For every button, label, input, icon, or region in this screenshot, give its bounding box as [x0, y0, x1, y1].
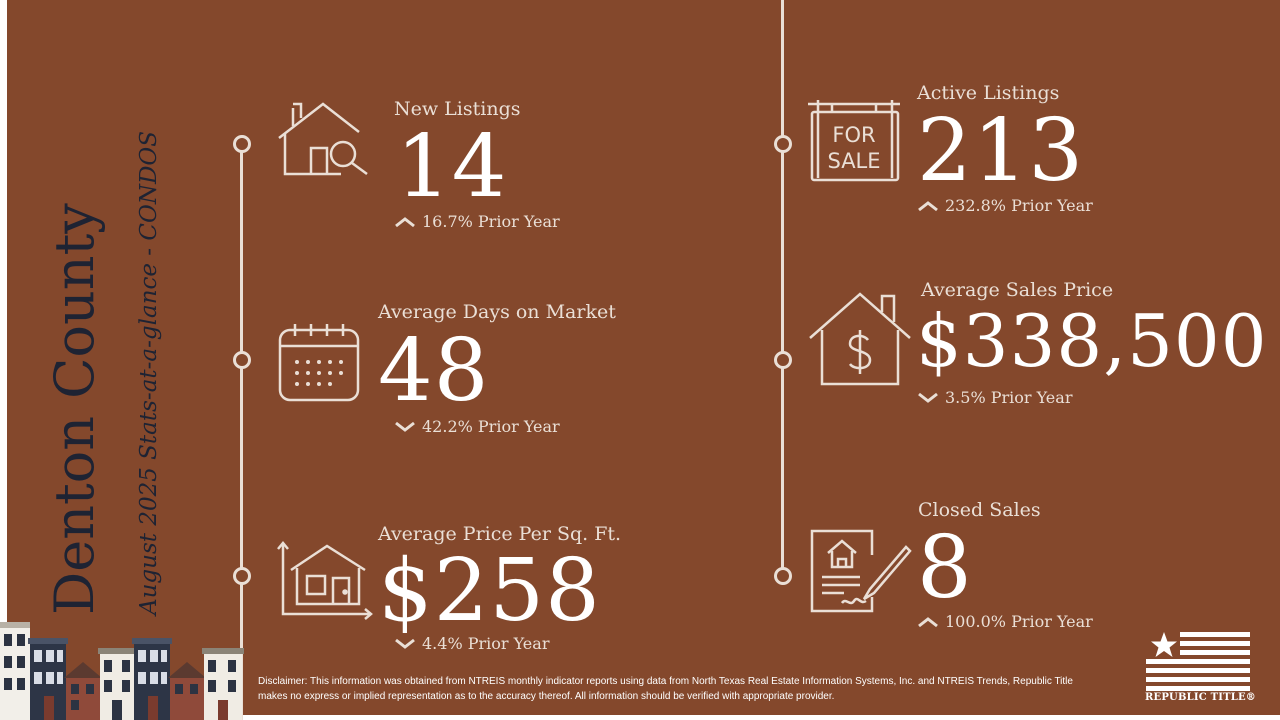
townhouses-illustration: [0, 622, 244, 720]
avg-sales-price-value: $338,500: [916, 299, 1268, 383]
avg-sales-price-change: 3.5% Prior Year: [917, 388, 1072, 407]
left-border: [0, 0, 7, 720]
bottom-border: [0, 715, 1280, 720]
price-sqft-change-text: 4.4% Prior Year: [422, 634, 550, 653]
timeline-dot: [233, 135, 251, 153]
timeline-dot: [774, 567, 792, 585]
new-listings-change: 16.7% Prior Year: [394, 212, 560, 231]
sale-label: SALE: [827, 149, 880, 173]
timeline-dot: [233, 567, 251, 585]
timeline-dot: [233, 351, 251, 369]
closed-sales-change-text: 100.0% Prior Year: [945, 612, 1093, 631]
closed-sales-change: 100.0% Prior Year: [917, 612, 1093, 631]
active-listings-value: 213: [917, 101, 1085, 201]
price-sqft-label: Average Price Per Sq. Ft.: [378, 523, 622, 545]
house-dollar-icon: [809, 292, 911, 386]
right-timeline: [781, 0, 784, 580]
house-search-icon: [278, 102, 368, 176]
chevron-down-icon: [395, 638, 415, 649]
subtitle-container: August 2025 Stats-at-a-glance - CONDOS: [134, 131, 164, 615]
calendar-icon: [278, 324, 360, 402]
republic-title-logo: [1146, 632, 1250, 691]
chevron-up-icon: [918, 200, 938, 211]
chevron-down-icon: [395, 421, 415, 432]
report-subtitle: August 2025 Stats-at-a-glance - CONDOS: [136, 130, 162, 615]
active-listings-change: 232.8% Prior Year: [917, 196, 1093, 215]
contract-sign-icon: [810, 529, 912, 613]
chevron-up-icon: [918, 616, 938, 627]
new-listings-value: 14: [396, 117, 508, 217]
new-listings-change-text: 16.7% Prior Year: [422, 212, 560, 231]
county-name: Denton County: [43, 203, 106, 615]
chevron-down-icon: [918, 392, 938, 403]
chevron-up-icon: [395, 216, 415, 227]
avg-days-value: 48: [378, 321, 490, 421]
left-timeline: [240, 140, 243, 720]
price-sqft-change: 4.4% Prior Year: [394, 634, 549, 653]
for-label: FOR: [832, 123, 875, 147]
closed-sales-value: 8: [917, 518, 973, 618]
avg-days-change: 42.2% Prior Year: [394, 417, 560, 436]
avg-sales-price-change-text: 3.5% Prior Year: [945, 388, 1073, 407]
active-listings-change-text: 232.8% Prior Year: [945, 196, 1093, 215]
county-title: Denton County: [43, 203, 106, 615]
timeline-dot: [774, 351, 792, 369]
avg-days-label: Average Days on Market: [378, 301, 616, 323]
background-panel: [7, 0, 1280, 715]
price-sqft-value: $258: [378, 541, 601, 641]
closed-sales-label: Closed Sales: [918, 499, 1041, 521]
for-sale-sign-icon: FOR SALE: [808, 100, 900, 182]
new-listings-label: New Listings: [394, 98, 521, 120]
timeline-dot: [774, 135, 792, 153]
house-dimensions-icon: [277, 541, 373, 620]
disclaimer-text: Disclaimer: This information was obtaine…: [258, 676, 1073, 702]
logo-text: REPUBLIC TITLE®: [1145, 692, 1256, 703]
star-icon: [1151, 632, 1177, 657]
avg-sales-price-label: Average Sales Price: [921, 279, 1114, 301]
avg-days-change-text: 42.2% Prior Year: [422, 417, 560, 436]
active-listings-label: Active Listings: [917, 82, 1060, 104]
